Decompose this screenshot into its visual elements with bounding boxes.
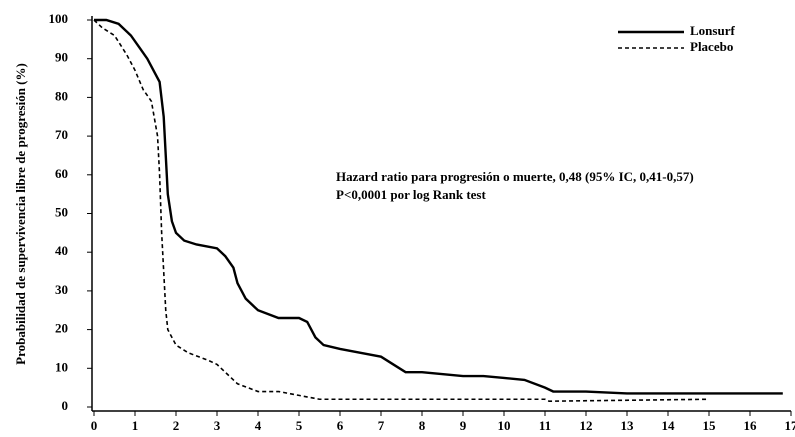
y-tick-label: 70 xyxy=(55,127,68,142)
y-tick-label: 40 xyxy=(55,243,68,258)
x-tick-label: 3 xyxy=(214,418,221,433)
y-tick-label: 90 xyxy=(55,50,68,65)
x-tick-label: 14 xyxy=(662,418,676,433)
x-tick-label: 4 xyxy=(255,418,262,433)
y-tick-label: 60 xyxy=(55,166,68,181)
x-tick-label: 10 xyxy=(498,418,511,433)
annotation: P<0,0001 por log Rank test xyxy=(336,187,486,202)
y-tick-label: 10 xyxy=(55,359,68,374)
y-tick-label: 0 xyxy=(62,398,69,413)
y-tick-label: 50 xyxy=(55,204,68,219)
x-tick-label: 8 xyxy=(419,418,426,433)
x-tick-label: 1 xyxy=(132,418,139,433)
x-tick-label: 0 xyxy=(91,418,98,433)
legend-label: Placebo xyxy=(690,39,733,54)
y-axis-label: Probabilidad de supervivencia libre de p… xyxy=(13,63,28,365)
y-tick-label: 100 xyxy=(49,11,69,26)
legend-label: Lonsurf xyxy=(690,23,735,38)
y-tick-label: 20 xyxy=(55,321,68,336)
data-line xyxy=(93,19,710,402)
y-tick-label: 30 xyxy=(55,282,68,297)
y-tick-label: 80 xyxy=(55,88,68,103)
x-tick-label: 16 xyxy=(744,418,758,433)
annotation: Hazard ratio para progresión o muerte, 0… xyxy=(336,169,694,184)
x-tick-label: 2 xyxy=(173,418,180,433)
x-tick-label: 15 xyxy=(703,418,717,433)
x-tick-label: 5 xyxy=(296,418,303,433)
x-tick-label: 12 xyxy=(580,418,593,433)
x-tick-label: 17 xyxy=(785,418,795,433)
x-tick-label: 7 xyxy=(378,418,385,433)
x-tick-label: 11 xyxy=(539,418,551,433)
data-line xyxy=(94,18,783,395)
x-tick-label: 13 xyxy=(621,418,635,433)
x-tick-label: 9 xyxy=(460,418,467,433)
x-tick-label: 6 xyxy=(337,418,344,433)
